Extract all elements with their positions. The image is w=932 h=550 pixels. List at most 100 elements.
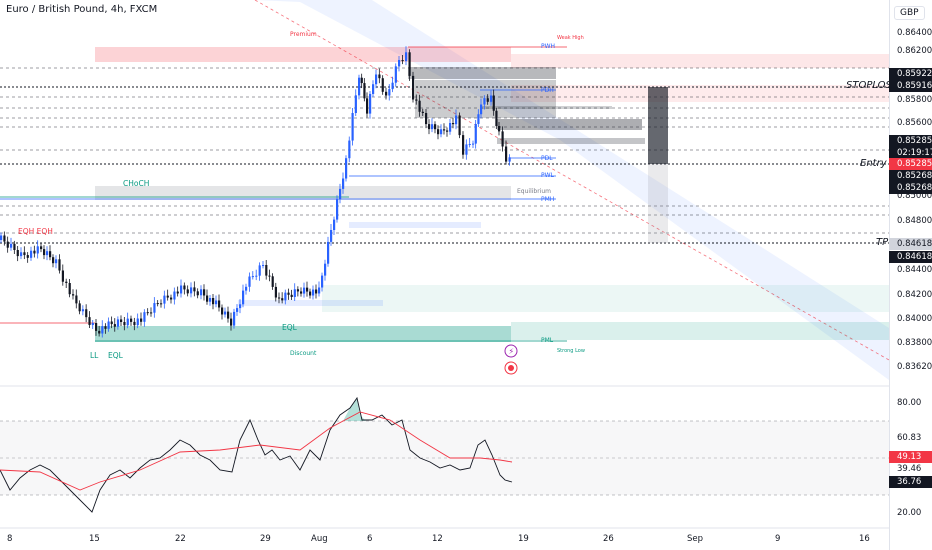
candle-body [290, 294, 293, 297]
time-tick: 22 [175, 534, 186, 544]
candle-body [130, 318, 133, 322]
price-tick: 0.84200 [897, 290, 932, 300]
choch-label: CHoCH [123, 179, 150, 188]
pwl-label: PWL [541, 172, 554, 179]
rsi-ma-badge: 49.13 [889, 451, 932, 463]
demand-zone-right [511, 322, 889, 340]
candle-body [324, 263, 327, 276]
candle-body [153, 303, 156, 313]
symbol-title[interactable]: Euro / British Pound, 4h, FXCM [6, 4, 158, 15]
candle-body [196, 291, 199, 296]
candle-body [462, 135, 465, 155]
stoploss-price-badge-2: 0.85916 [889, 80, 932, 92]
candle-body [388, 89, 391, 96]
candle-body [434, 124, 437, 130]
candle-body [296, 289, 300, 292]
candle-body [173, 291, 176, 300]
candle-body [412, 75, 415, 100]
candle-body [401, 60, 404, 62]
candle-body [251, 276, 254, 278]
candle-body [490, 95, 493, 102]
candle-body [95, 323, 98, 331]
candle-body [278, 297, 281, 299]
candle-body [133, 321, 136, 326]
candle-body [486, 98, 489, 102]
price-tick: 0.84000 [897, 314, 932, 324]
candle-body [258, 265, 261, 276]
pdl-label: PDL [541, 155, 553, 162]
candle-body [483, 98, 486, 105]
candle-body [136, 318, 139, 326]
candle-body [330, 230, 333, 242]
candle-body [88, 317, 91, 326]
weak-high-label: Weak High [557, 35, 584, 41]
tp-label: TP [876, 237, 889, 248]
candle-body [455, 115, 458, 125]
candle-body [40, 246, 43, 250]
candle-body [287, 292, 290, 295]
fvg-blue-1 [349, 222, 481, 228]
candle-body [176, 291, 179, 294]
candle-body [113, 324, 116, 327]
price-tick: 0.85000 [897, 191, 932, 201]
tp-price-badge: 0.84618 [889, 238, 932, 250]
tp-price-badge-2: 0.84618 [889, 251, 932, 263]
candle-body [425, 113, 428, 125]
candle-body [123, 322, 126, 326]
price-tick: 0.86400 [897, 28, 932, 38]
premium-zone [95, 47, 511, 62]
candle-body [271, 276, 274, 287]
candle-body [43, 249, 46, 256]
currency-selector[interactable]: GBP [894, 6, 925, 20]
candle-body [81, 309, 85, 312]
candle-body [498, 126, 501, 132]
candle-body [160, 303, 163, 305]
rsi-band [0, 421, 889, 495]
rsi-line [0, 396, 513, 513]
candle-body [75, 295, 78, 304]
candle-body [46, 251, 49, 256]
candle-body [312, 289, 315, 296]
candle-body [91, 323, 94, 326]
candle-body [336, 199, 339, 220]
rsi-tick: 39.46 [897, 464, 922, 474]
candle-body [230, 318, 233, 326]
candle-body [239, 304, 242, 309]
time-tick: 16 [859, 534, 870, 544]
candle-body [293, 289, 296, 297]
svg-text:⚡: ⚡ [509, 347, 515, 356]
pmh-label: PMH [541, 196, 555, 203]
candle-body [333, 219, 336, 230]
time-tick: 6 [367, 534, 373, 544]
price-chart[interactable]: ⚡ [0, 0, 889, 550]
candle-body [274, 286, 277, 298]
eql-mid-label: EQL [282, 323, 297, 332]
time-tick: 9 [775, 534, 781, 544]
candle-body [104, 326, 107, 329]
candle-body [98, 330, 101, 334]
take-profit-box [648, 164, 668, 243]
rsi-overbought-fill [343, 398, 366, 421]
candle-body [215, 300, 218, 305]
order-block-1 [408, 67, 556, 79]
candle-body [49, 251, 52, 258]
candle-body [58, 259, 61, 271]
candle-body [300, 291, 303, 294]
stoploss-label: STOPLOSS [846, 80, 898, 91]
candle-body [20, 252, 23, 257]
candle-body [351, 113, 354, 141]
candle-body [120, 319, 123, 322]
candle-body [55, 259, 58, 264]
candle-body [33, 250, 36, 254]
entry-price-badge-2: 0.85268 [889, 182, 932, 194]
candle-body [163, 295, 166, 304]
entry-price-badge-red: 0.85285 [889, 158, 932, 170]
candle-body [508, 157, 511, 162]
candle-body [465, 144, 468, 155]
candle-body [85, 309, 88, 318]
candle-body [242, 290, 245, 305]
candle-body [146, 312, 149, 314]
price-tick: 0.85600 [897, 118, 932, 128]
candle-body [381, 78, 384, 92]
